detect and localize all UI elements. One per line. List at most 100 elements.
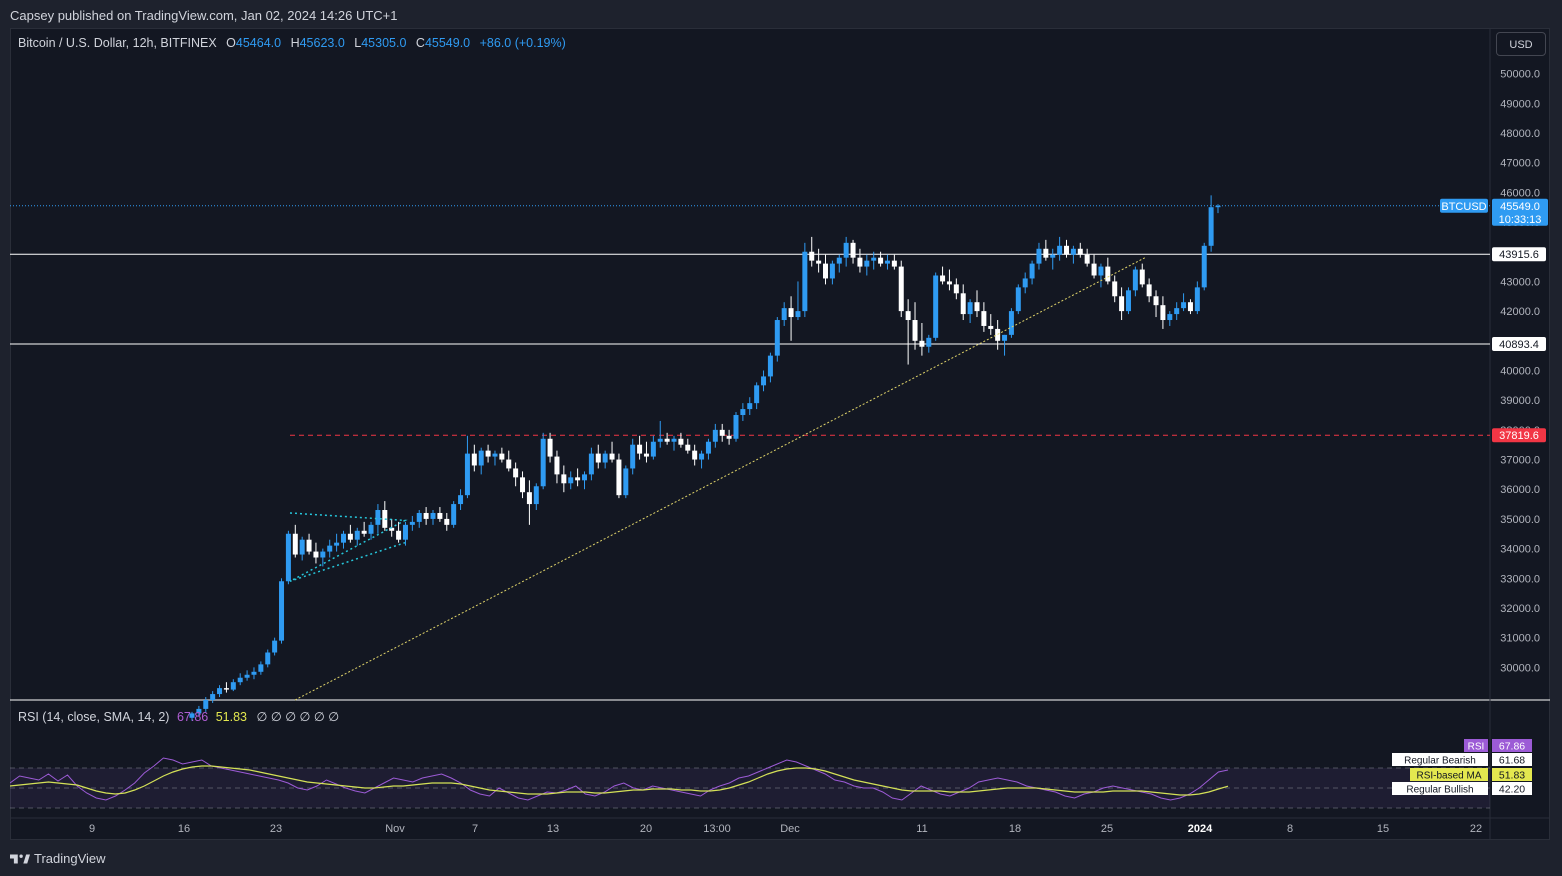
candle-body <box>712 429 718 442</box>
price-tick-label: 47000.0 <box>1500 158 1540 170</box>
candle-body <box>279 581 285 641</box>
candle-body <box>1091 263 1097 276</box>
candle-body <box>402 524 408 540</box>
candle-body <box>533 486 539 505</box>
currency-button[interactable]: USD <box>1496 32 1546 56</box>
chart-frame <box>10 28 1550 840</box>
candle-body <box>1146 284 1152 297</box>
candle-body <box>1125 290 1131 312</box>
candle-body <box>554 456 560 475</box>
time-tick-label: 25 <box>1101 823 1113 835</box>
time-tick-label: 2024 <box>1188 823 1213 835</box>
rsi-side-tag-label: Regular Bearish <box>1404 756 1476 767</box>
candle-body <box>1022 278 1028 288</box>
price-tick-label: 30000.0 <box>1500 662 1540 674</box>
candle-body <box>568 477 574 484</box>
candle-body <box>1194 287 1200 312</box>
candle-body <box>547 438 553 457</box>
high-label: H <box>290 36 300 50</box>
candle-body <box>320 551 326 558</box>
candle-body <box>347 533 353 540</box>
candle-body <box>258 664 264 672</box>
rsi-value-tag <box>1492 739 1532 752</box>
candle-body <box>650 441 656 457</box>
price-tick-label: 33000.0 <box>1500 573 1540 585</box>
candle-body <box>485 450 491 457</box>
candle-body <box>526 492 532 505</box>
candle-body <box>409 521 415 525</box>
candle-body <box>623 468 629 496</box>
candle-body <box>1187 302 1193 312</box>
candle-body <box>616 459 622 496</box>
candle-body <box>464 453 470 496</box>
footer-brand[interactable]: TradingView <box>10 851 106 866</box>
price-tick-label: 37000.0 <box>1500 455 1540 467</box>
rsi-side-tag-label: RSI <box>1468 742 1485 753</box>
candle-body <box>478 450 484 466</box>
candle-body <box>630 444 636 469</box>
price-tick-label: 31000.0 <box>1500 633 1540 645</box>
candle-body <box>1002 334 1008 341</box>
rsi-legend: RSI (14, close, SMA, 14, 2) 67.86 51.83 … <box>18 709 339 724</box>
time-tick-label: 23 <box>270 823 282 835</box>
open-value: 45464.0 <box>235 36 282 50</box>
candle-body <box>788 308 794 318</box>
time-tick-label: 22 <box>1470 823 1482 835</box>
candle-body <box>1029 263 1035 279</box>
rsi-na-values: ∅ ∅ ∅ ∅ ∅ ∅ <box>256 710 340 724</box>
candle-body <box>664 438 670 442</box>
candle-body <box>671 438 677 442</box>
level-price-label: 43915.6 <box>1499 249 1539 261</box>
candle-body <box>1098 266 1104 276</box>
candle-body <box>898 266 904 312</box>
candle-body <box>471 453 477 466</box>
candle-body <box>974 302 980 312</box>
time-tick-label: 13 <box>547 823 559 835</box>
low-label: L <box>354 36 362 50</box>
candle-body <box>699 453 705 460</box>
candle-body <box>492 453 498 457</box>
candle-body <box>1070 248 1076 255</box>
candle-body <box>595 453 601 463</box>
candle-body <box>306 539 312 552</box>
time-tick-label: 9 <box>89 823 95 835</box>
candle-body <box>189 713 195 718</box>
candle-body <box>1132 269 1138 291</box>
candle-body <box>458 495 464 505</box>
symbol-name: Bitcoin / U.S. Dollar, 12h, BITFINEX <box>18 36 217 50</box>
time-tick-label: 13:00 <box>703 823 731 835</box>
candle-body <box>375 510 381 525</box>
candle-body <box>361 530 367 534</box>
candle-body <box>995 328 1001 341</box>
rsi-value-label: 42.20 <box>1499 784 1525 796</box>
candle-body <box>451 504 457 525</box>
candle-body <box>919 340 925 347</box>
candle-body <box>444 518 450 525</box>
candle-body <box>657 438 663 442</box>
candle-body <box>1153 296 1159 306</box>
candle-body <box>368 524 374 534</box>
rsi-side-tag <box>1410 768 1488 781</box>
candle-body <box>1208 207 1214 246</box>
candle-body <box>1008 311 1014 335</box>
candle-body <box>823 263 829 279</box>
tradingview-logo-icon <box>10 854 30 863</box>
candle-body <box>836 257 842 264</box>
time-tick-label: 7 <box>472 823 478 835</box>
candle-body <box>251 671 257 675</box>
chart-canvas[interactable]: 30000.0 31000.0 32000.0 33000.0 34000.0 35000… <box>10 28 1550 840</box>
rsi-label: RSI (14, close, SMA, 14, 2) <box>18 710 170 724</box>
rsi-value-tag <box>1492 753 1532 766</box>
candle-body <box>643 453 649 457</box>
level-price-tag <box>1492 336 1546 351</box>
candle-body <box>1167 314 1173 321</box>
rsi-side-tag-label: Regular Bullish <box>1406 785 1473 796</box>
candle-body <box>871 257 877 261</box>
candle-body <box>506 459 512 469</box>
candle-body <box>265 652 271 665</box>
level-price-label: 37819.6 <box>1499 430 1539 442</box>
candle-body <box>905 311 911 321</box>
candle-body <box>1015 287 1021 312</box>
candle-body <box>754 385 760 404</box>
candle-body <box>678 438 684 445</box>
